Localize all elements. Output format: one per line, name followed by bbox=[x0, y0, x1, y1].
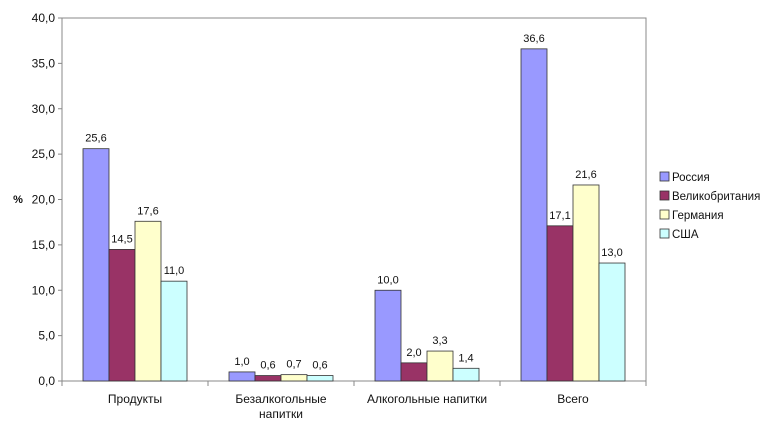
bar bbox=[160, 280, 188, 382]
bar bbox=[306, 375, 334, 382]
bar bbox=[426, 350, 454, 382]
legend-swatch bbox=[659, 190, 670, 201]
data-label: 2,0 bbox=[406, 347, 421, 359]
x-category-label: Безалкогольные напитки bbox=[235, 392, 327, 421]
data-label: 17,6 bbox=[137, 205, 158, 217]
data-label: 25,6 bbox=[85, 133, 106, 145]
data-label: 13,0 bbox=[601, 247, 622, 259]
bar bbox=[598, 262, 626, 382]
x-category-label: Продукты bbox=[108, 392, 162, 406]
bar bbox=[400, 362, 428, 382]
bar bbox=[254, 375, 282, 382]
bar bbox=[374, 289, 402, 382]
y-tick-label: 30,0 bbox=[32, 102, 56, 116]
y-tick-label: 10,0 bbox=[32, 283, 56, 297]
data-labels: 25,6 14,5 17,6 11,0 1,0 0,6 0,7 0,6 10,0 2,0 3,3 1,… bbox=[85, 33, 622, 372]
data-label: 14,5 bbox=[111, 233, 132, 245]
legend-label: Великобритания bbox=[672, 191, 760, 203]
bar bbox=[572, 184, 600, 382]
bar bbox=[452, 367, 480, 382]
legend: Россия Великобритания Германия США bbox=[659, 171, 760, 241]
data-label: 0,7 bbox=[286, 359, 301, 371]
bar bbox=[520, 48, 548, 382]
legend-swatch bbox=[659, 209, 670, 220]
y-tick-label: 25,0 bbox=[32, 147, 56, 161]
y-axis: 0,0 5,0 10,0 15,0 20,0 25,0 30,0 35,0 40,0 bbox=[32, 11, 62, 388]
legend-swatch bbox=[659, 171, 670, 182]
legend-label: Россия bbox=[672, 172, 710, 184]
data-label: 0,6 bbox=[312, 360, 327, 372]
data-label: 21,6 bbox=[575, 169, 596, 181]
data-label: 1,0 bbox=[234, 356, 249, 368]
y-tick-label: 0,0 bbox=[38, 374, 55, 388]
data-label: 36,6 bbox=[523, 33, 544, 45]
bar bbox=[280, 374, 308, 382]
bar bbox=[546, 225, 574, 382]
x-category-label: Алкогольные напитки bbox=[367, 392, 487, 406]
bar bbox=[228, 371, 256, 382]
y-tick-label: 15,0 bbox=[32, 238, 56, 252]
data-label: 17,1 bbox=[549, 210, 570, 222]
bar bbox=[108, 249, 136, 382]
bar bbox=[82, 148, 110, 382]
legend-swatch bbox=[659, 228, 670, 239]
y-tick-label: 20,0 bbox=[32, 193, 56, 207]
data-label: 10,0 bbox=[377, 274, 398, 286]
x-axis: Продукты Безалкогольные напитки Алкогольные… bbox=[61, 381, 647, 421]
data-label: 11,0 bbox=[164, 265, 185, 277]
data-label: 0,6 bbox=[260, 360, 275, 372]
data-label: 3,3 bbox=[432, 335, 447, 347]
x-category-label: Всего bbox=[557, 392, 589, 406]
y-tick-label: 5,0 bbox=[38, 329, 55, 343]
legend-label: Германия bbox=[672, 210, 724, 222]
bar bbox=[134, 220, 162, 382]
data-label: 1,4 bbox=[458, 352, 473, 364]
bars bbox=[82, 48, 626, 382]
legend-label: США bbox=[672, 229, 699, 241]
y-tick-label: 40,0 bbox=[32, 11, 56, 25]
y-tick-label: 35,0 bbox=[32, 56, 56, 70]
y-axis-title: % bbox=[13, 194, 23, 206]
